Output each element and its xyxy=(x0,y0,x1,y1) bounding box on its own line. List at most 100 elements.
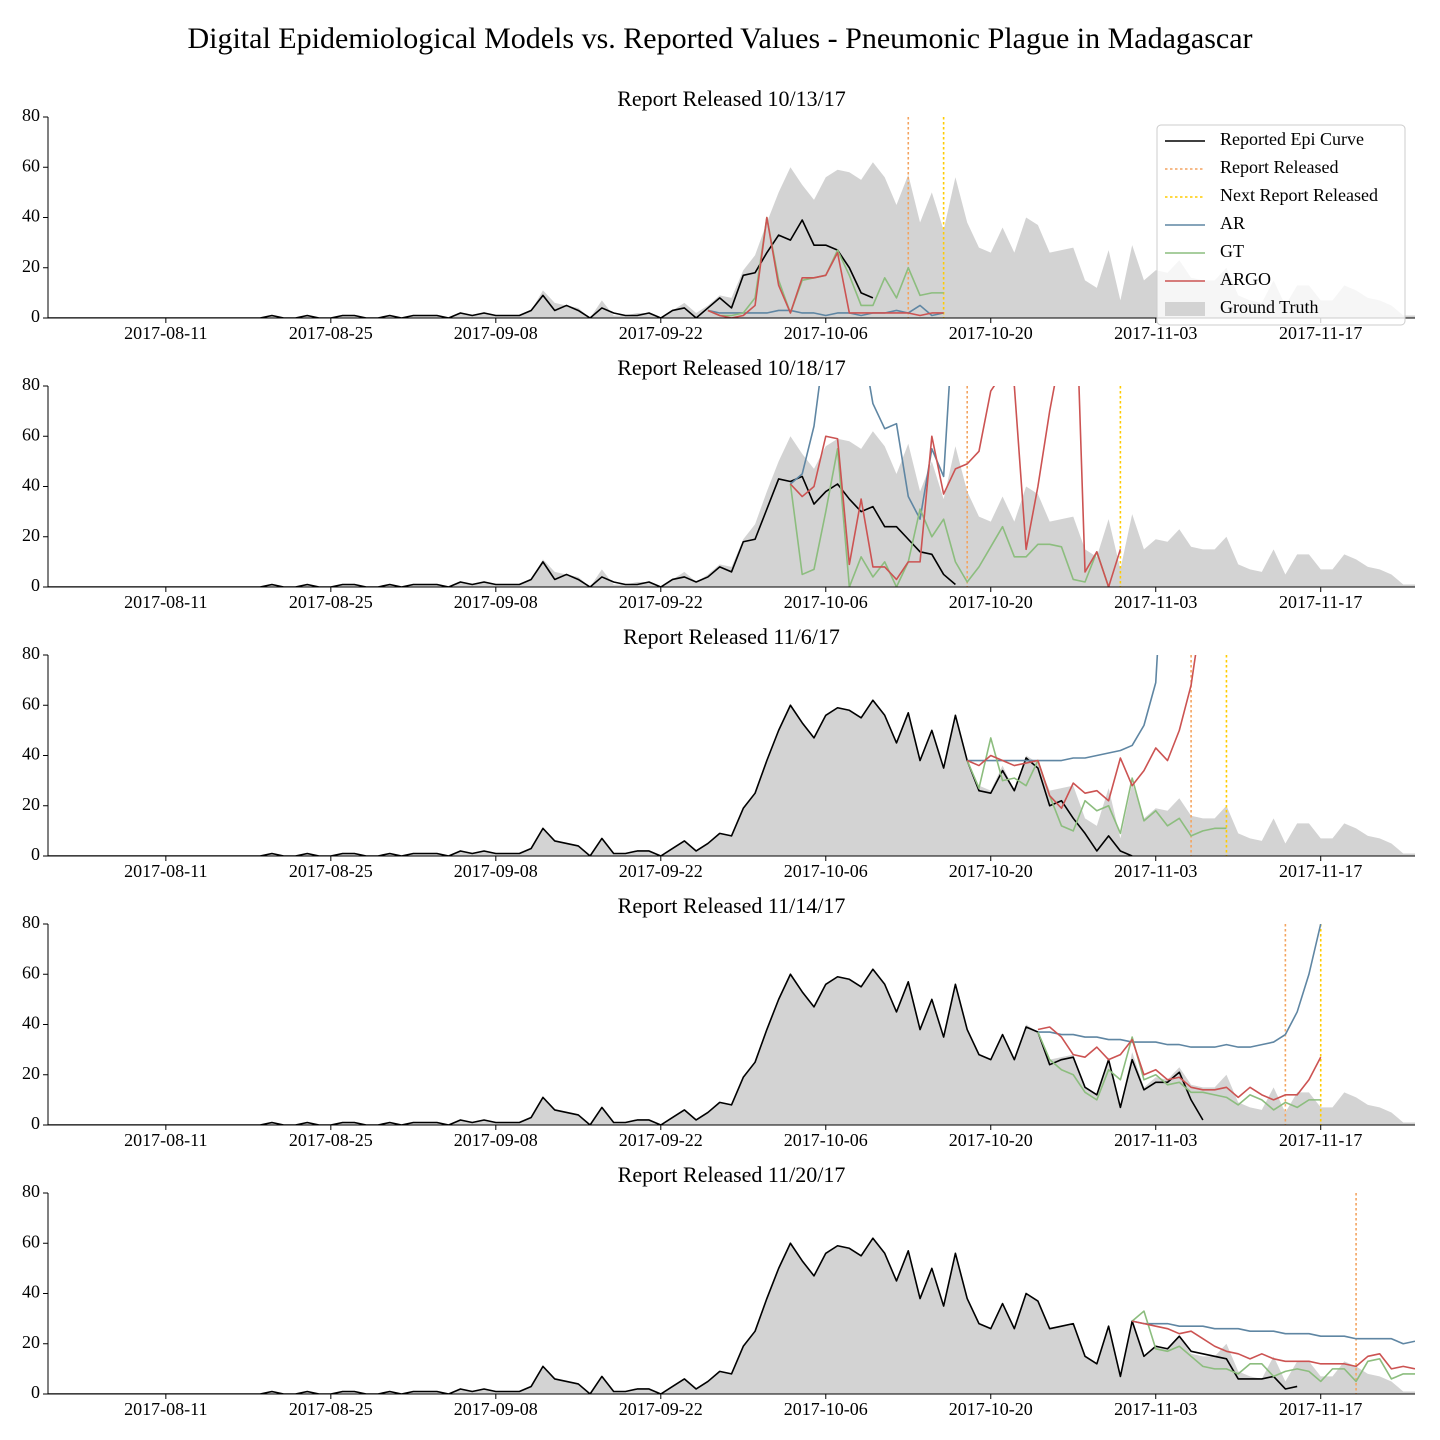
panel-title: Report Released 11/6/17 xyxy=(623,624,840,649)
series-line xyxy=(1037,924,1322,1048)
series-line xyxy=(966,737,1227,837)
x-tick-label: 2017-08-25 xyxy=(289,323,373,343)
ground-truth-area xyxy=(48,162,1415,318)
x-tick-label: 2017-09-22 xyxy=(619,323,703,343)
legend: Reported Epi Curve Report Released Next Re… xyxy=(1156,124,1406,326)
y-tick-label: 20 xyxy=(22,525,40,545)
ground-truth-area xyxy=(48,1238,1415,1394)
y-tick-label: 20 xyxy=(22,1332,40,1352)
x-tick-label: 2017-10-20 xyxy=(949,323,1033,343)
plot-area xyxy=(48,117,1415,318)
plot-area xyxy=(48,386,1415,587)
x-tick-label: 2017-09-22 xyxy=(619,1130,703,1150)
series-line xyxy=(48,1237,1298,1394)
plot-area xyxy=(48,655,1415,856)
x-tick-label: 2017-09-08 xyxy=(454,1399,538,1419)
y-tick-label: 60 xyxy=(22,424,40,444)
x-tick-label: 2017-11-17 xyxy=(1279,861,1362,881)
y-tick-label: 60 xyxy=(22,962,40,982)
y-tick-label: 40 xyxy=(22,1013,40,1033)
x-tick-label: 2017-09-08 xyxy=(454,861,538,881)
x-tick-label: 2017-08-11 xyxy=(124,1399,207,1419)
ground-truth-area xyxy=(48,969,1415,1125)
y-tick-label: 60 xyxy=(22,1231,40,1251)
x-tick-label: 2017-09-08 xyxy=(454,1130,538,1150)
x-tick-label: 2017-11-03 xyxy=(1114,1399,1197,1419)
x-tick-label: 2017-08-11 xyxy=(124,1130,207,1150)
x-tick-label: 2017-10-06 xyxy=(784,1130,868,1150)
x-tick-label: 2017-08-25 xyxy=(289,1130,373,1150)
x-tick-label: 2017-11-03 xyxy=(1114,323,1197,343)
x-tick-label: 2017-10-20 xyxy=(949,1130,1033,1150)
ground-truth-area xyxy=(48,700,1415,856)
x-tick-label: 2017-09-22 xyxy=(619,861,703,881)
x-tick-label: 2017-08-11 xyxy=(124,861,207,881)
y-tick-label: 80 xyxy=(22,105,40,125)
legend-label: Report Released xyxy=(1220,157,1338,177)
y-tick-label: 60 xyxy=(22,155,40,175)
y-tick-label: 40 xyxy=(22,1282,40,1302)
plot-area xyxy=(48,924,1415,1125)
series-line xyxy=(48,219,874,318)
series-line xyxy=(48,699,1133,856)
panel: Report Released 10/18/17 0 20 40 60 80 2017-08… xyxy=(22,355,1415,612)
x-tick-label: 2017-10-06 xyxy=(784,323,868,343)
y-tick-label: 40 xyxy=(22,206,40,226)
y-tick-label: 60 xyxy=(22,693,40,713)
ground-truth-area xyxy=(48,431,1415,587)
legend-label: Reported Epi Curve xyxy=(1220,129,1364,149)
series-line xyxy=(48,968,1204,1125)
x-tick-label: 2017-09-08 xyxy=(454,592,538,612)
series-line xyxy=(707,216,944,318)
x-tick-label: 2017-11-03 xyxy=(1114,1130,1197,1150)
panel: Report Released 11/6/17 0 20 40 60 80 2017-08-… xyxy=(22,624,1415,881)
panel: Report Released 11/20/17 0 20 40 60 80 2017-08… xyxy=(22,1162,1415,1419)
y-tick-label: 0 xyxy=(31,306,40,326)
x-tick-label: 2017-10-20 xyxy=(949,861,1033,881)
y-tick-label: 0 xyxy=(31,1382,40,1402)
x-tick-label: 2017-10-06 xyxy=(784,861,868,881)
x-tick-label: 2017-10-06 xyxy=(784,1399,868,1419)
panel-title: Report Released 10/18/17 xyxy=(617,355,846,380)
x-tick-label: 2017-11-17 xyxy=(1279,323,1362,343)
series-line xyxy=(1132,1320,1415,1370)
legend-label: ARGO xyxy=(1220,269,1271,289)
series-line xyxy=(1037,1026,1322,1101)
legend-label: Next Report Released xyxy=(1220,185,1378,205)
x-tick-label: 2017-11-17 xyxy=(1279,1130,1362,1150)
figure-title: Digital Epidemiological Models vs. Repor… xyxy=(187,22,1252,55)
series-line xyxy=(1131,1310,1415,1383)
y-tick-label: 80 xyxy=(22,374,40,394)
x-tick-label: 2017-08-11 xyxy=(124,323,207,343)
x-tick-label: 2017-11-03 xyxy=(1114,592,1197,612)
y-tick-label: 0 xyxy=(31,1113,40,1133)
x-tick-label: 2017-11-17 xyxy=(1279,1399,1362,1419)
panel-title: Report Released 10/13/17 xyxy=(617,86,846,111)
x-tick-label: 2017-09-22 xyxy=(619,592,703,612)
plot-area xyxy=(48,1193,1415,1394)
y-tick-label: 40 xyxy=(22,475,40,495)
series-line xyxy=(1132,1320,1415,1345)
y-tick-label: 80 xyxy=(22,1181,40,1201)
series-line xyxy=(966,655,1197,810)
x-tick-label: 2017-08-25 xyxy=(289,1399,373,1419)
legend-box xyxy=(1156,124,1406,326)
series-line xyxy=(48,475,956,587)
x-tick-label: 2017-11-17 xyxy=(1279,592,1362,612)
y-tick-label: 0 xyxy=(31,844,40,864)
y-tick-label: 20 xyxy=(22,1063,40,1083)
y-tick-label: 20 xyxy=(22,256,40,276)
x-tick-label: 2017-08-25 xyxy=(289,592,373,612)
x-tick-label: 2017-08-11 xyxy=(124,592,207,612)
x-tick-label: 2017-08-25 xyxy=(289,861,373,881)
panel: Report Released 10/13/17 0 20 40 60 80 2017-08… xyxy=(22,86,1415,343)
y-tick-label: 40 xyxy=(22,744,40,764)
y-tick-label: 80 xyxy=(22,912,40,932)
series-line xyxy=(789,386,1122,587)
x-tick-label: 2017-09-22 xyxy=(619,1399,703,1419)
legend-label: AR xyxy=(1220,213,1245,233)
series-line xyxy=(789,448,1110,587)
legend-label: Ground Truth xyxy=(1220,297,1319,317)
